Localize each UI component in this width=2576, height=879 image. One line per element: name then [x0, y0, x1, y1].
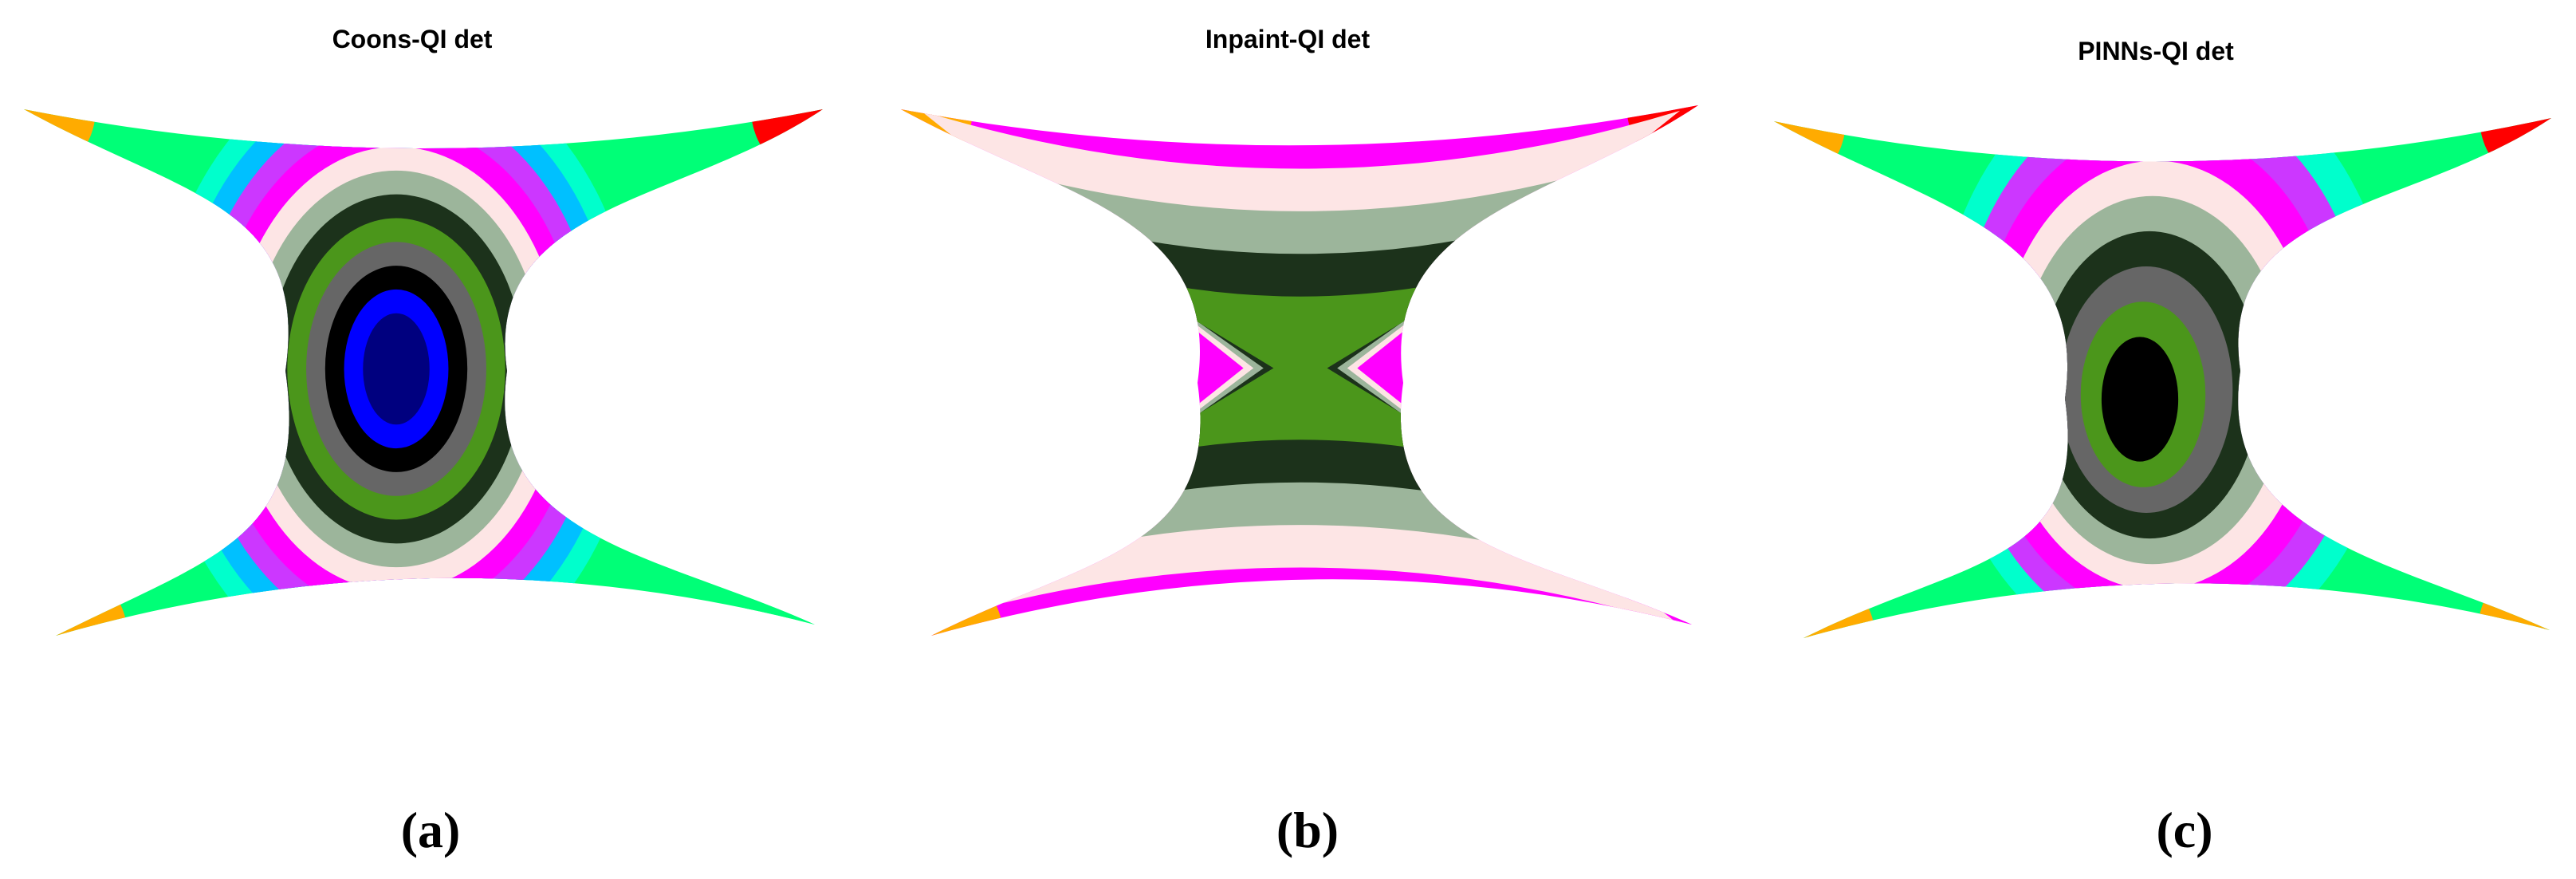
corner-band: [1774, 118, 1846, 193]
panel-c: PINNs-QI det (c): [1774, 37, 2551, 858]
panel-a: Coons-QI det (a): [24, 25, 823, 858]
panel-b-contour-plot: [901, 105, 1698, 636]
corner-band: [24, 109, 96, 181]
panel-a-title: Coons-QI det: [332, 25, 493, 53]
corner-band: [1620, 553, 1698, 636]
corner-band: [901, 105, 973, 181]
corner-band: [2478, 558, 2551, 638]
corner-band: [901, 564, 1003, 636]
panel-c-title: PINNs-QI det: [2078, 37, 2234, 65]
panel-b-caption: (b): [1276, 802, 1339, 858]
panel-a-caption: (a): [401, 802, 461, 858]
corner-band: [1774, 566, 1875, 638]
corner-band: [2480, 118, 2551, 190]
corner-band: [751, 109, 823, 181]
panel-b: Inpaint-QI det (b): [901, 25, 1698, 858]
contour-band: [2101, 337, 2179, 462]
corner-band: [24, 564, 128, 636]
corner-band: [1626, 105, 1698, 177]
contour-band: [363, 313, 430, 425]
panel-b-title: Inpaint-QI det: [1205, 25, 1371, 53]
panel-a-contour-plot: [24, 109, 823, 636]
corner-band: [743, 553, 823, 636]
contour-band: [1122, 275, 1479, 461]
panel-c-contour-plot: [1774, 118, 2551, 638]
panel-c-caption: (c): [2156, 802, 2212, 858]
